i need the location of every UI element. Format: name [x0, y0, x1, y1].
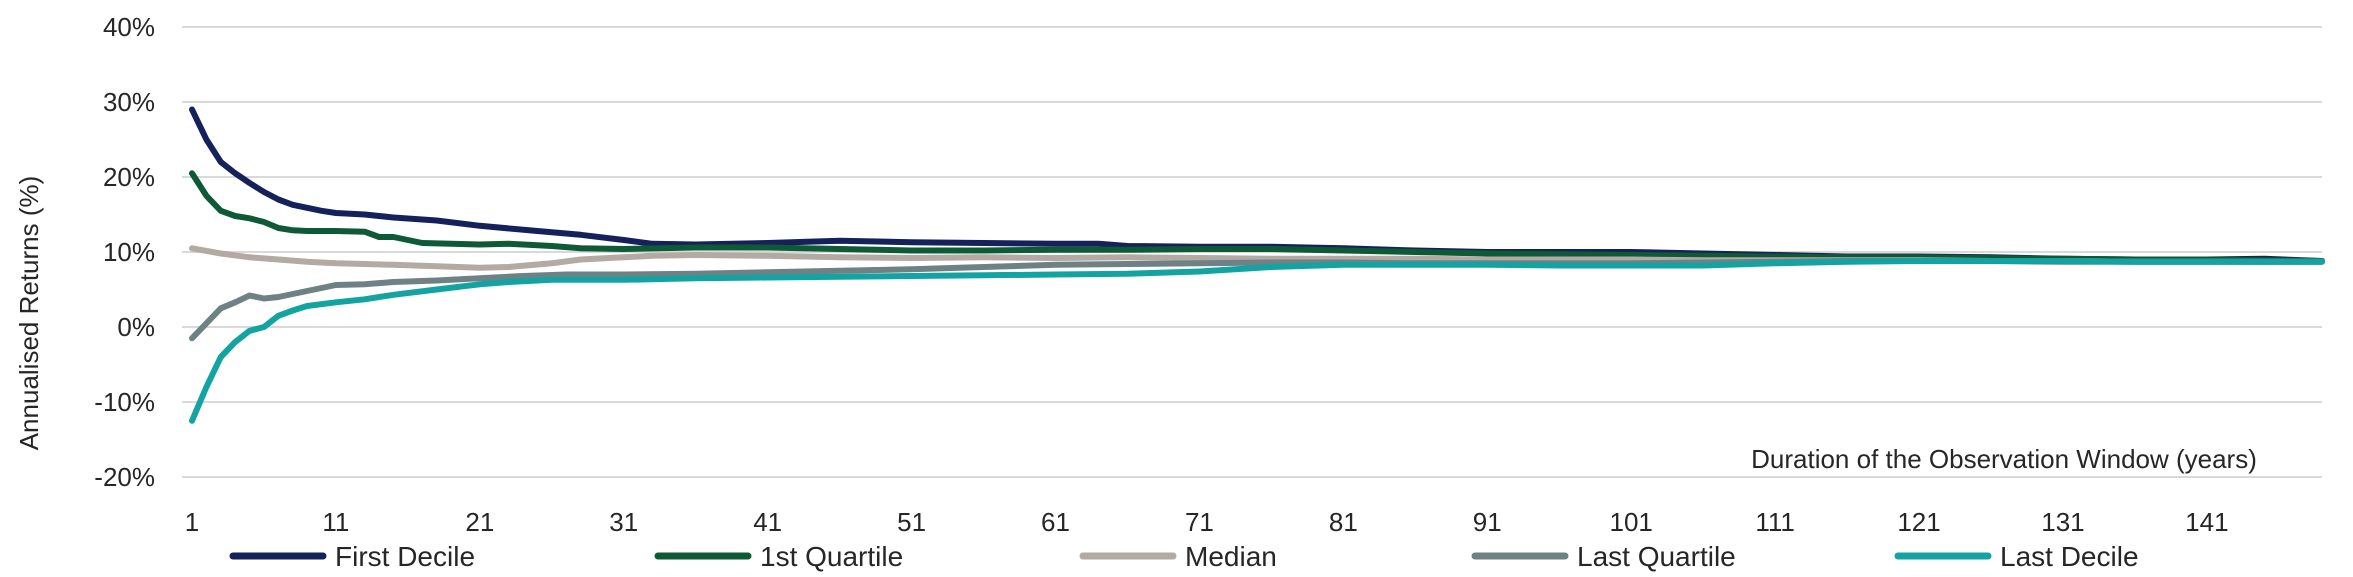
x-axis-tick-labels: 1 11 21 31 41 51 61 71 81 91 101 111 121 131 141	[185, 507, 2229, 537]
x-tick-label: 81	[1329, 507, 1358, 537]
x-tick-label: 131	[2041, 507, 2084, 537]
x-tick-label: 141	[2185, 507, 2228, 537]
legend: First Decile 1st Quartile Median Last Quart…	[229, 541, 2139, 572]
x-tick-label: 11	[322, 507, 349, 537]
series-line-last-decile	[189, 258, 2325, 424]
x-tick-label: 91	[1473, 507, 1502, 537]
x-tick-label: 21	[465, 507, 494, 537]
x-tick-label: 111	[1755, 507, 1795, 537]
legend-label: Last Decile	[2000, 541, 2139, 572]
x-tick-label: 41	[753, 507, 782, 537]
series-lines	[189, 106, 2325, 424]
legend-label: First Decile	[335, 541, 475, 572]
y-tick-label: 20%	[103, 162, 155, 192]
y-tick-label: 30%	[103, 87, 155, 117]
x-tick-label: 101	[1609, 507, 1652, 537]
legend-label: Last Quartile	[1577, 541, 1736, 572]
y-tick-label: -20%	[94, 462, 155, 492]
series-line-1st-quartile	[189, 170, 2325, 264]
series-line-first-decile	[189, 106, 2325, 264]
x-axis-title: Duration of the Observation Window (year…	[1751, 444, 2257, 474]
x-tick-label: 31	[609, 507, 638, 537]
legend-label: Median	[1185, 541, 1277, 572]
x-tick-label: 1	[185, 507, 199, 537]
y-tick-label: 40%	[103, 12, 155, 42]
x-tick-label: 71	[1185, 507, 1214, 537]
y-tick-label: 10%	[103, 237, 155, 267]
y-tick-label: 0%	[117, 312, 155, 342]
x-tick-label: 61	[1041, 507, 1070, 537]
y-tick-label: -10%	[94, 387, 155, 417]
gridlines	[182, 26, 2322, 478]
y-axis-title: Annualised Returns (%)	[14, 176, 44, 451]
x-tick-label: 121	[1897, 507, 1940, 537]
x-tick-label: 51	[897, 507, 926, 537]
y-axis-tick-labels: 40% 30% 20% 10% 0% -10% -20%	[94, 12, 155, 492]
legend-label: 1st Quartile	[760, 541, 903, 572]
